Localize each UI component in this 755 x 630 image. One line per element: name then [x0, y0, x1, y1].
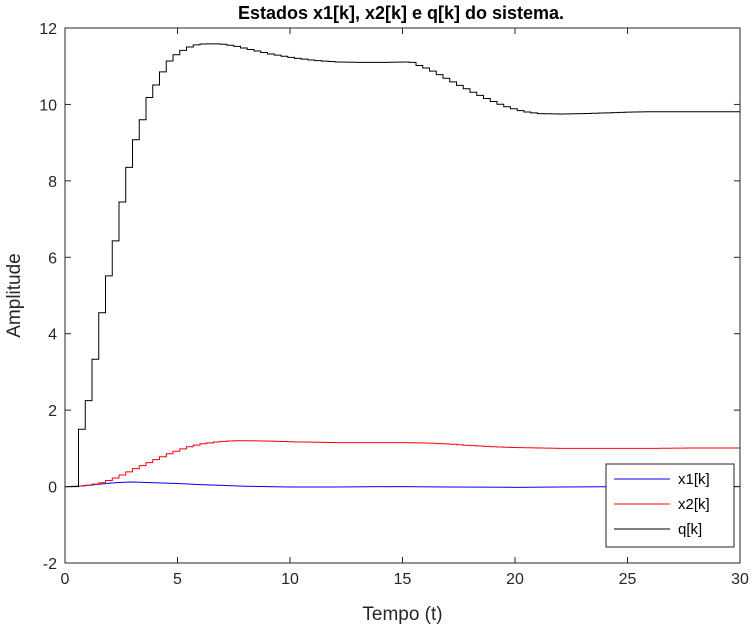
y-tick-label: 12 [39, 21, 57, 38]
x-tick-label: 20 [506, 571, 524, 588]
y-tick-label: -2 [43, 556, 57, 573]
x-tick-label: 15 [394, 571, 412, 588]
legend-label: q[k] [678, 521, 702, 538]
x-tick-label: 25 [619, 571, 637, 588]
legend-label: x1[k] [678, 471, 710, 488]
legend: x1[k] x2[k] q[k] [605, 463, 735, 548]
series-layer [64, 43, 740, 488]
legend-box [605, 463, 735, 548]
x-tick-label: 30 [731, 571, 749, 588]
y-tick-label: 0 [48, 480, 57, 497]
y-tick-label: 4 [48, 327, 57, 344]
y-tick-label: 2 [48, 403, 57, 420]
y-axis-label: Amplitude [4, 253, 25, 338]
series-line-x2k [65, 440, 740, 488]
x-tick-label: 5 [173, 571, 182, 588]
y-tick-label: 10 [39, 97, 57, 114]
y-tick-label: 8 [48, 174, 57, 191]
x-axis-label: Tempo (t) [362, 604, 442, 625]
legend-label: x2[k] [678, 496, 710, 513]
x-tick-label: 0 [61, 571, 70, 588]
y-tick-label: 6 [48, 250, 57, 267]
x-tick-label: 10 [281, 571, 299, 588]
series-line-x1k [64, 481, 740, 488]
series-line-qk [65, 43, 740, 488]
chart-title: Estados x1[k], x2[k] e q[k] do sistema. [238, 3, 564, 23]
axes [64, 27, 741, 564]
